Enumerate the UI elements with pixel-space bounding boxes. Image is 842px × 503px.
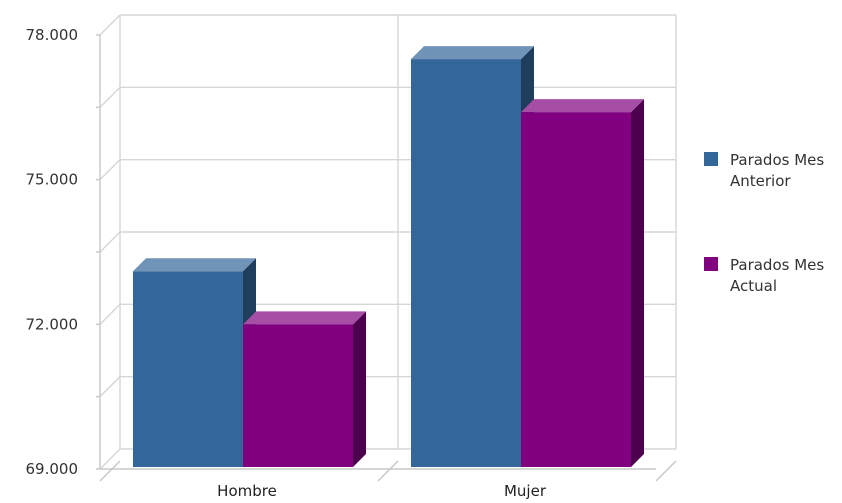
bar: [521, 99, 644, 468]
bar-top: [521, 99, 644, 113]
y-tick-label: 69.000: [26, 460, 79, 478]
legend-label: Anterior: [730, 172, 791, 190]
gridline-depth: [99, 303, 121, 325]
y-tick-label: 75.000: [26, 171, 79, 189]
legend-item: Parados Mes Actual: [704, 256, 824, 295]
axes: [96, 34, 677, 482]
bar-front: [411, 59, 521, 467]
legend-swatch: [704, 152, 718, 166]
x-tick-mark: [655, 460, 677, 482]
bar-top: [133, 258, 256, 272]
bar-front: [521, 112, 631, 468]
bar-front: [133, 271, 243, 467]
legend-item: Parados Mes Anterior: [704, 151, 824, 190]
bar-top: [243, 311, 366, 325]
gridline-depth: [99, 448, 121, 470]
legend: Parados Mes Anterior Parados Mes Actual: [704, 151, 824, 295]
bar: [133, 258, 256, 467]
labels: 69.000 72.000 75.000 78.000 Hombre Mujer: [26, 26, 547, 500]
gridline-depth: [99, 86, 121, 108]
bar: [411, 46, 534, 467]
gridline-depth: [99, 159, 121, 181]
legend-label: Actual: [730, 277, 777, 295]
x-tick-mark: [99, 460, 121, 482]
bar: [243, 311, 366, 467]
gridline-depth: [99, 14, 121, 36]
bar-front: [243, 324, 353, 467]
x-tick-label: Hombre: [217, 482, 277, 500]
y-tick-label: 72.000: [26, 315, 79, 333]
x-tick-label: Mujer: [504, 482, 547, 500]
bar-side: [631, 99, 644, 468]
gridline-depth: [99, 376, 121, 398]
bars: [133, 46, 644, 468]
legend-label: Parados Mes: [730, 151, 824, 169]
bar-top: [411, 46, 534, 60]
legend-label: Parados Mes: [730, 256, 824, 274]
x-tick-mark: [377, 460, 399, 482]
legend-swatch: [704, 257, 718, 271]
gridline-depth: [99, 231, 121, 253]
bar-side: [353, 311, 366, 467]
y-tick-label: 78.000: [26, 26, 79, 44]
